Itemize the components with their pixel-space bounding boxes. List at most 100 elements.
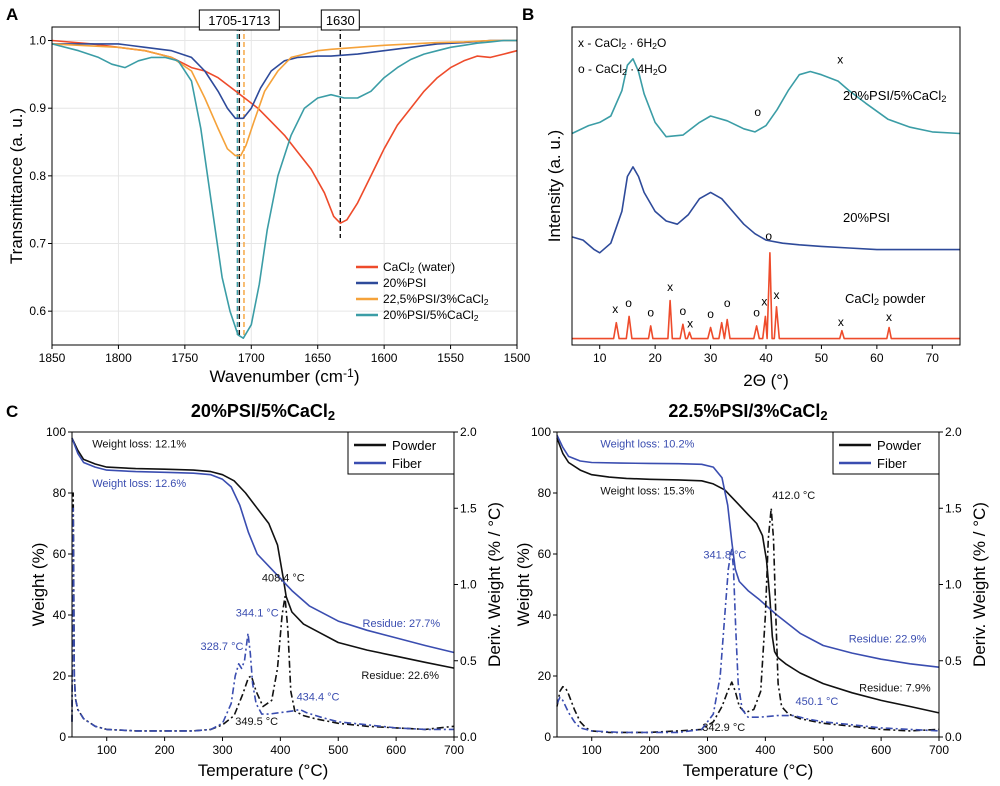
- phase-prefix: x - CaCl: [578, 36, 621, 50]
- legend-label: Fiber: [877, 456, 907, 471]
- series-line-1: [71, 437, 455, 654]
- x-tick-label: 1700: [238, 351, 265, 365]
- y2-tick-label: 0.0: [945, 730, 962, 744]
- y-tick-label: 40: [53, 608, 67, 622]
- panel-label-c: C: [6, 402, 18, 421]
- annotation-label: Residue: 22.9%: [849, 633, 927, 645]
- annotation-label: Weight loss: 12.6%: [92, 478, 186, 490]
- peak-marker: o: [753, 305, 760, 319]
- series-label: 20%PSI/5%CaCl2: [843, 88, 946, 104]
- panel-a: 1850 1800 1750 1700 1650 1600 1550 1500 0.6 0.7 0.…: [7, 9, 531, 386]
- x-axis-label: 2Θ (°): [743, 371, 789, 390]
- x-tick-label: 300: [697, 743, 717, 757]
- y-tick-label: 100: [531, 425, 551, 439]
- x-axis-label-close: ): [354, 367, 360, 386]
- series-line-0: [71, 437, 455, 669]
- chart-title-sub: 2: [820, 408, 827, 423]
- peak-marker: x: [838, 315, 844, 329]
- x-tick-label: 100: [97, 743, 117, 757]
- legend-sub: 2: [474, 313, 479, 323]
- x-tick-label: 100: [582, 743, 602, 757]
- peak-marker: x: [774, 288, 780, 302]
- legend-sub: 2: [410, 265, 415, 275]
- annotation-label: 328.7 °C: [200, 641, 243, 653]
- annotation-box: [320, 9, 360, 31]
- peak-marker: o: [707, 307, 714, 321]
- legend-label: Powder: [877, 438, 922, 453]
- series-line-3: [71, 507, 454, 732]
- series-line-2: [572, 252, 960, 340]
- peak-marker: x: [687, 317, 693, 331]
- y2-tick-label: 2.0: [460, 425, 477, 439]
- annotation-label: 1705-1713: [208, 13, 270, 28]
- x-tick-label: 700: [929, 743, 949, 757]
- peak-marker: x: [761, 294, 767, 308]
- series-line-0: [51, 39, 518, 224]
- x-tick-label: 300: [212, 743, 232, 757]
- series-line-2: [51, 39, 517, 157]
- peak-marker: o: [724, 296, 731, 310]
- legend-label: CaCl2 (water): [383, 260, 455, 275]
- legend-text: 22,5%PSI/3%CaCl: [383, 292, 484, 306]
- y2-tick-label: 0.5: [460, 654, 477, 668]
- y-axis-label: Weight (%): [514, 543, 533, 627]
- legend-label: 22,5%PSI/3%CaCl2: [383, 292, 489, 307]
- y-tick-label: 0: [544, 730, 551, 744]
- legend-label: 20%PSI/5%CaCl2: [383, 308, 479, 323]
- x-tick-label: 400: [755, 743, 775, 757]
- legend-label: 20%PSI: [383, 276, 426, 290]
- x-tick-label: 1850: [39, 351, 66, 365]
- x-tick-label: 600: [871, 743, 891, 757]
- series-label: 20%PSI: [843, 210, 890, 225]
- y2-tick-label: 0.5: [945, 654, 962, 668]
- x-tick-label: 700: [444, 743, 464, 757]
- annotation-label: 349.5 °C: [235, 716, 278, 728]
- x-tick-label: 500: [813, 743, 833, 757]
- x-tick-label: 1600: [371, 351, 398, 365]
- x-tick-label: 200: [640, 743, 660, 757]
- x-tick-label: 40: [759, 351, 773, 365]
- x-tick-label: 1550: [437, 351, 464, 365]
- plot-frame: [51, 26, 518, 346]
- y-tick-label: 20: [53, 669, 67, 683]
- y-axis-label: Intensity (a. u.): [545, 130, 564, 242]
- y2-tick-label: 1.0: [945, 578, 962, 592]
- phase-legend-line: x - CaCl2 · 6H2O: [578, 36, 666, 51]
- series-line-3: [556, 548, 940, 734]
- y-axis-label: Weight (%): [29, 543, 48, 627]
- annotation-label: 408.4 °C: [262, 572, 305, 584]
- peak-marker: x: [667, 280, 673, 294]
- phase-prefix: o - CaCl: [578, 62, 622, 76]
- series-line-2: [556, 507, 940, 734]
- y-tick-label: 0.6: [29, 304, 46, 318]
- phase-sub: 2: [621, 41, 626, 51]
- legend-tail: (water): [414, 260, 455, 274]
- y-tick-label: 100: [46, 425, 66, 439]
- x-axis-label-sup: -1: [343, 366, 354, 380]
- x-tick-label: 1650: [304, 351, 331, 365]
- legend-label: Fiber: [392, 456, 422, 471]
- peak-marker: x: [837, 53, 843, 67]
- phase-mid: · 6H: [626, 36, 652, 50]
- peak-marker: x: [886, 310, 892, 324]
- series-line-0: [571, 58, 961, 138]
- x-tick-label: 1500: [504, 351, 531, 365]
- y-tick-label: 80: [538, 486, 552, 500]
- y-tick-label: 20: [538, 669, 552, 683]
- series-label: CaCl2 powder: [845, 291, 926, 307]
- y-tick-label: 0.8: [29, 169, 46, 183]
- x-axis-label: Temperature (°C): [198, 761, 329, 780]
- y-axis-label: Transmittance (a. u.): [7, 108, 26, 264]
- y2-tick-label: 0.0: [460, 730, 477, 744]
- panel-label-b: B: [522, 5, 534, 24]
- y2-tick-label: 1.5: [945, 501, 962, 515]
- series-label-sub: 2: [874, 297, 879, 307]
- legend-box: [347, 431, 455, 475]
- x-tick-label: 500: [328, 743, 348, 757]
- x-axis-label: Temperature (°C): [683, 761, 814, 780]
- panel-c-left: 100 200 300 400 500 600 700 0 20 40 60 80 100 0.0 0.5 1…: [29, 401, 504, 780]
- series-label-text: CaCl: [845, 291, 874, 306]
- phase-sub: 2: [622, 67, 627, 77]
